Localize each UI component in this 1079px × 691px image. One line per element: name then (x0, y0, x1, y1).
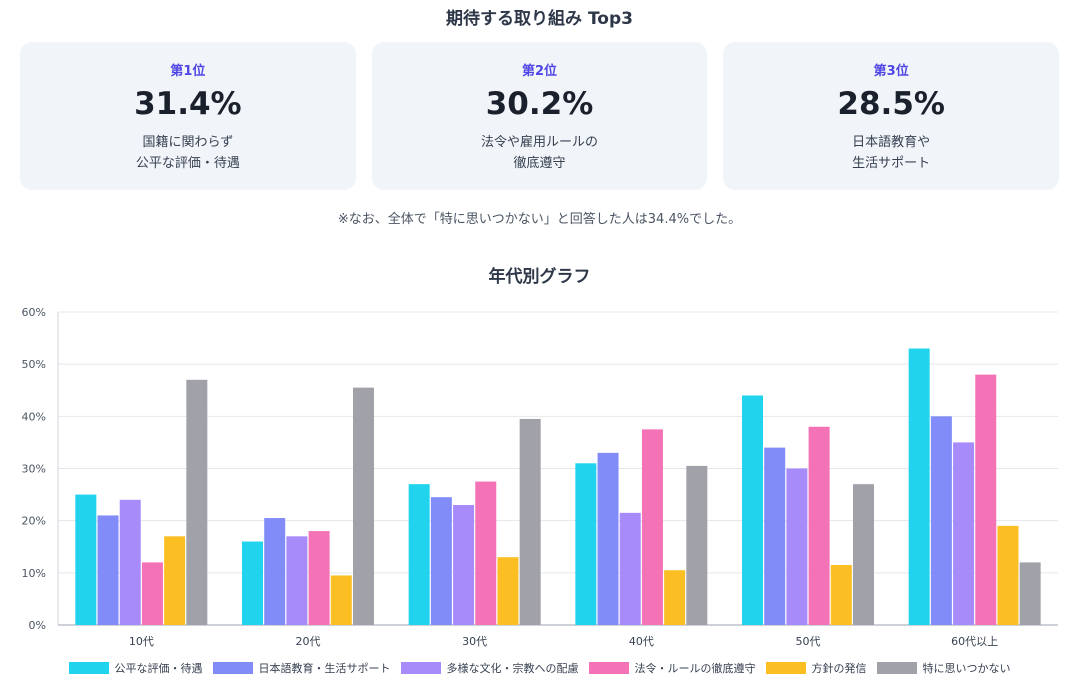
x-tick-label: 30代 (462, 635, 487, 648)
bar (308, 531, 330, 625)
bar (453, 505, 475, 625)
bar (808, 426, 830, 625)
bar (1019, 562, 1041, 625)
bar (764, 447, 786, 625)
legend-item[interactable]: 法令・ルールの徹底遵守 (588, 660, 756, 676)
bar (930, 416, 952, 625)
y-tick-label: 30% (22, 463, 46, 476)
bar (242, 541, 263, 625)
y-tick-label: 20% (22, 515, 46, 528)
rank-card-1: 第1位 31.4% 国籍に関わらず 公平な評価・待遇 (20, 42, 356, 190)
bar (186, 379, 208, 625)
bar (353, 387, 374, 625)
bar (408, 484, 430, 625)
rank-description-line1: 日本語教育や (852, 135, 931, 150)
y-tick-label: 0% (29, 619, 46, 632)
legend-label: 日本語教育・生活サポート (258, 662, 391, 675)
bar (497, 557, 519, 625)
rank-percentage: 28.5% (837, 86, 945, 122)
x-tick-label: 60代以上 (951, 635, 998, 648)
bar (119, 499, 141, 625)
rank-percentage: 31.4% (134, 86, 242, 122)
summary-note: ※なお、全体で「特に思いつかない」と回答した人は34.4%でした。 (337, 212, 742, 227)
bar (742, 395, 763, 625)
top3-cards: 第1位 31.4% 国籍に関わらず 公平な評価・待遇 第2位 30.2% 法令や… (20, 42, 1060, 190)
bar (286, 536, 308, 625)
bar (686, 465, 708, 625)
bar (430, 497, 452, 625)
legend-swatch (68, 662, 109, 674)
rank-description-line2: 生活サポート (852, 156, 931, 171)
legend-swatch (876, 662, 917, 674)
legend-item[interactable]: 方針の発信 (765, 660, 867, 676)
rank-percentage: 30.2% (485, 86, 594, 122)
x-tick-label: 20代 (296, 635, 321, 648)
bar (597, 452, 619, 625)
bar (953, 442, 975, 625)
rank-card-2: 第2位 30.2% 法令や雇用ルールの 徹底遵守 (371, 42, 708, 190)
legend-label: 方針の発信 (811, 662, 867, 675)
bar (575, 463, 597, 625)
bar (97, 515, 119, 625)
bar (141, 562, 163, 625)
bar (264, 518, 286, 625)
legend-item[interactable]: 多様な文化・宗教への配慮 (400, 660, 579, 676)
legend-item[interactable]: 日本語教育・生活サポート (212, 660, 391, 676)
bar (997, 525, 1019, 625)
y-tick-label: 40% (22, 410, 46, 423)
rank-description-line2: 徹底遵守 (513, 156, 566, 171)
legend-item[interactable]: 公平な評価・待遇 (68, 660, 203, 676)
legend-label: 多様な文化・宗教への配慮 (446, 662, 579, 675)
bar (786, 468, 808, 625)
legend-item[interactable]: 特に思いつかない (876, 660, 1011, 676)
legend-swatch (588, 662, 629, 674)
bar (830, 565, 852, 625)
bar (75, 494, 97, 625)
bar (330, 575, 352, 625)
x-tick-label: 50代 (796, 635, 821, 648)
top3-title: 期待する取り組み Top3 (446, 9, 633, 29)
bar (975, 374, 997, 625)
x-tick-label: 40代 (629, 635, 654, 648)
legend-label: 特に思いつかない (922, 662, 1011, 675)
bar (641, 429, 663, 625)
bar (475, 481, 497, 625)
rank-description-line1: 法令や雇用ルールの (481, 135, 599, 150)
bar (619, 512, 641, 625)
y-tick-label: 50% (22, 358, 46, 371)
bar (164, 536, 186, 625)
legend-swatch (400, 662, 441, 674)
age-group-bar-chart: 0% 10% 20% 30% 40% 50% 60% 10代 20代 30代 40代 50代 60代以上 (22, 306, 1058, 648)
rank-description-line1: 国籍に関わらず (142, 135, 234, 150)
legend-swatch (212, 662, 253, 674)
y-tick-label: 10% (22, 567, 46, 580)
chart-legend: 公平な評価・待遇 日本語教育・生活サポート 多様な文化・宗教への配慮 法令・ルールの徹… (0, 660, 1079, 676)
rank-card-3: 第3位 28.5% 日本語教育や 生活サポート (723, 42, 1060, 190)
legend-label: 法令・ルールの徹底遵守 (634, 662, 756, 675)
bar (664, 570, 686, 625)
legend-label: 公平な評価・待遇 (114, 662, 203, 675)
rank-label: 第1位 (170, 64, 206, 79)
rank-label: 第2位 (521, 64, 558, 79)
bar (908, 348, 930, 625)
rank-label: 第3位 (873, 64, 909, 79)
legend-swatch (765, 662, 806, 674)
x-tick-label: 10代 (129, 635, 154, 648)
bar (853, 484, 874, 625)
bar (519, 418, 541, 625)
y-tick-label: 60% (22, 306, 46, 319)
chart-title: 年代別グラフ (488, 267, 591, 287)
rank-description-line2: 公平な評価・待遇 (135, 156, 240, 171)
